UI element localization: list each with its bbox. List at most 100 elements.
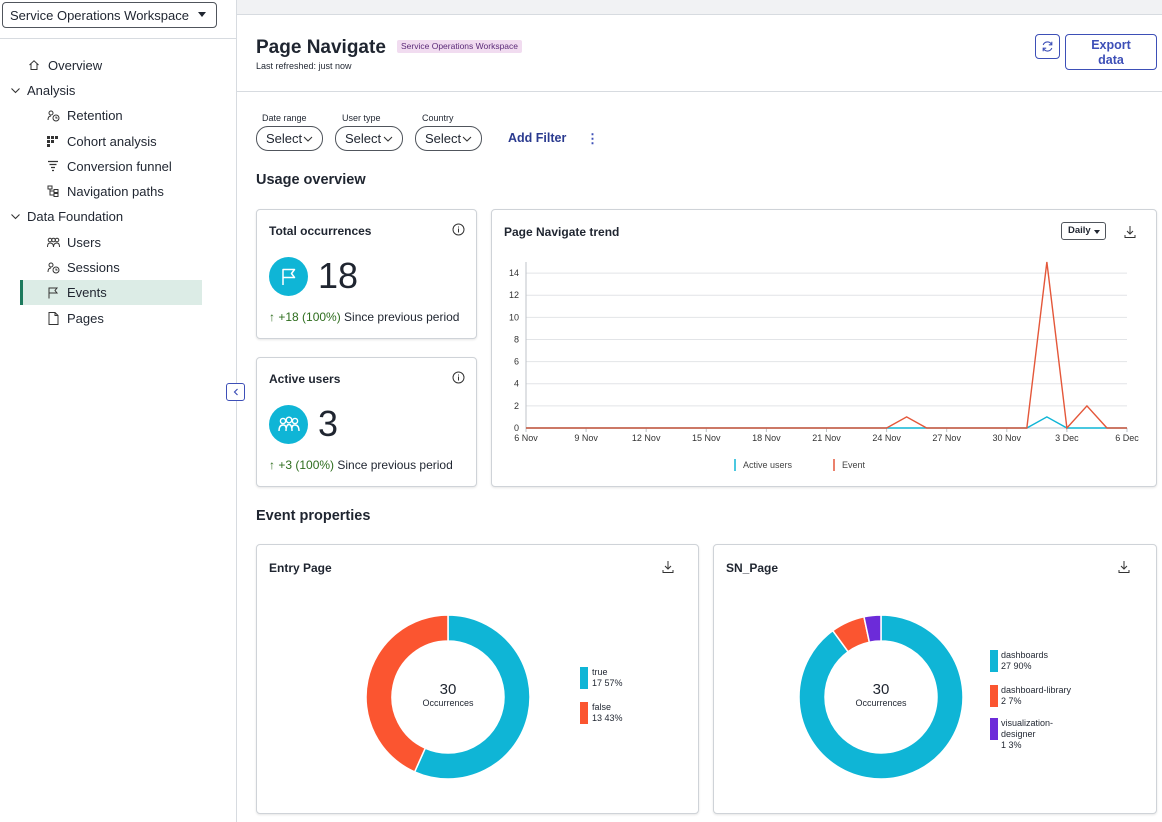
sidebar-item-cohort-analysis[interactable]: Cohort analysis bbox=[46, 129, 157, 153]
download-icon[interactable] bbox=[1118, 560, 1130, 574]
sidebar: Service Operations Workspace Overview An… bbox=[0, 0, 237, 822]
info-icon[interactable] bbox=[452, 371, 465, 384]
legend-detail: 1 3% bbox=[1001, 740, 1022, 750]
y-tick-label: 2 bbox=[514, 401, 519, 411]
card-title: Active users bbox=[269, 372, 341, 386]
sidebar-item-label: Retention bbox=[67, 107, 123, 123]
country-value: Select bbox=[425, 131, 462, 146]
retention-icon bbox=[46, 108, 60, 122]
legend-swatch bbox=[990, 718, 998, 740]
legend-item: dashboards 27 90% bbox=[1001, 650, 1048, 672]
last-refreshed: Last refreshed: just now bbox=[256, 61, 352, 71]
active-indicator bbox=[20, 280, 23, 305]
sidebar-item-overview[interactable]: Overview bbox=[27, 53, 102, 77]
workspace-select[interactable]: Service Operations Workspace bbox=[2, 2, 217, 28]
more-options-icon[interactable]: ⋮ bbox=[586, 131, 599, 146]
delta-text: Since previous period bbox=[334, 458, 453, 472]
legend-item: dashboard-library 2 7% bbox=[1001, 685, 1071, 707]
metric-delta: ↑ +3 (100%) Since previous period bbox=[269, 458, 465, 472]
top-strip bbox=[237, 0, 1162, 15]
sidebar-item-events[interactable]: Events bbox=[20, 280, 202, 305]
sidebar-group-data-foundation[interactable]: Data Foundation bbox=[8, 204, 123, 228]
donut-slice-visualization-designer[interactable] bbox=[863, 615, 882, 644]
legend-swatch bbox=[990, 685, 998, 707]
y-tick-label: 0 bbox=[514, 423, 519, 433]
chevron-down-icon bbox=[383, 136, 393, 142]
users-icon bbox=[277, 416, 300, 431]
legend-detail: 27 90% bbox=[1001, 661, 1032, 671]
users-icon bbox=[46, 235, 60, 249]
metric-circle bbox=[269, 257, 308, 296]
legend-detail: 13 43% bbox=[592, 713, 623, 723]
sidebar-item-label: Conversion funnel bbox=[67, 158, 172, 174]
sidebar-item-label: Events bbox=[67, 285, 107, 300]
metric-delta: ↑ +18 (100%) Since previous period bbox=[269, 310, 465, 324]
trend-chart: 0 2 4 6 8 10 12 14 6 Nov 9 Nov 12 Nov 15 Nov 18 Nov 2… bbox=[509, 261, 1139, 471]
sidebar-item-users[interactable]: Users bbox=[46, 230, 101, 254]
legend-label: visualization- bbox=[1001, 718, 1054, 728]
donut-slice-true[interactable] bbox=[413, 615, 530, 779]
sn-page-donut bbox=[799, 615, 963, 779]
series-line-event bbox=[526, 261, 1127, 430]
sidebar-item-navigation-paths[interactable]: Navigation paths bbox=[46, 179, 164, 203]
x-tick-label: 9 Nov bbox=[574, 433, 598, 443]
sidebar-item-sessions[interactable]: Sessions bbox=[46, 255, 120, 279]
legend-label: Active users bbox=[743, 460, 793, 470]
delta-number: +18 (100%) bbox=[278, 310, 341, 324]
sidebar-item-label: Analysis bbox=[27, 82, 76, 98]
donut-slice-dashboards[interactable] bbox=[799, 615, 963, 779]
donut-slice-false[interactable] bbox=[366, 615, 449, 773]
sidebar-item-label: Users bbox=[67, 234, 101, 250]
refresh-button[interactable] bbox=[1035, 34, 1060, 59]
donut-total-label: Occurrences bbox=[422, 698, 474, 708]
user-type-label: User type bbox=[342, 113, 381, 123]
sidebar-group-analysis[interactable]: Analysis bbox=[8, 78, 75, 102]
add-filter-button[interactable]: Add Filter bbox=[508, 131, 567, 145]
x-tick-label: 24 Nov bbox=[872, 433, 901, 443]
country-label: Country bbox=[422, 113, 454, 123]
cohort-grid-icon bbox=[46, 134, 60, 148]
sidebar-item-pages[interactable]: Pages bbox=[46, 306, 104, 330]
legend-swatch bbox=[580, 667, 588, 689]
entry-page-donut bbox=[366, 615, 530, 779]
download-icon[interactable] bbox=[1124, 225, 1136, 239]
y-tick-label: 8 bbox=[514, 334, 519, 344]
x-tick-label: 15 Nov bbox=[692, 433, 721, 443]
x-tick-label: 21 Nov bbox=[812, 433, 841, 443]
refresh-icon bbox=[1042, 41, 1053, 52]
metric-value: 18 bbox=[318, 255, 359, 296]
page-icon bbox=[46, 311, 60, 325]
legend-item: visualization- designer 1 3% bbox=[1001, 718, 1053, 751]
date-range-value: Select bbox=[266, 131, 303, 146]
legend-label: false bbox=[592, 702, 612, 712]
donut-total: 30 bbox=[872, 681, 890, 698]
header-divider bbox=[237, 91, 1162, 92]
user-type-select[interactable]: Select bbox=[335, 126, 403, 151]
chevron-down-icon bbox=[462, 136, 472, 142]
y-tick-label: 6 bbox=[514, 357, 519, 367]
collapse-sidebar-button[interactable] bbox=[226, 383, 245, 401]
country-select[interactable]: Select bbox=[415, 126, 482, 151]
x-tick-label: 6 Nov bbox=[514, 433, 538, 443]
user-type-value: Select bbox=[345, 131, 382, 146]
workspace-badge: Service Operations Workspace bbox=[397, 40, 523, 53]
sidebar-item-label: Cohort analysis bbox=[67, 133, 157, 149]
arrow-up-icon: ↑ bbox=[269, 310, 275, 324]
delta-text: Since previous period bbox=[340, 310, 460, 324]
sidebar-item-retention[interactable]: Retention bbox=[46, 103, 123, 127]
sidebar-item-label: Pages bbox=[67, 310, 104, 326]
card-title: Page Navigate trend bbox=[504, 225, 620, 239]
legend-label: true bbox=[592, 667, 608, 677]
y-tick-label: 4 bbox=[514, 379, 519, 389]
sidebar-item-conversion-funnel[interactable]: Conversion funnel bbox=[46, 154, 172, 178]
event-properties-title: Event properties bbox=[256, 508, 371, 524]
caret-down-icon bbox=[198, 12, 206, 17]
date-range-select[interactable]: Select bbox=[256, 126, 323, 151]
sidebar-item-label: Overview bbox=[48, 57, 103, 73]
series-line-active-users bbox=[526, 416, 1127, 429]
download-icon[interactable] bbox=[662, 560, 674, 574]
interval-select[interactable]: Daily bbox=[1061, 222, 1106, 240]
export-data-button[interactable]: Export data bbox=[1065, 34, 1157, 70]
info-icon[interactable] bbox=[452, 223, 465, 236]
caret-down-icon bbox=[1094, 230, 1100, 234]
